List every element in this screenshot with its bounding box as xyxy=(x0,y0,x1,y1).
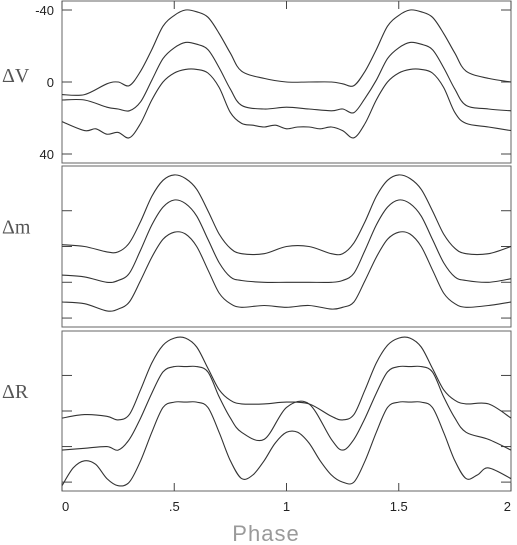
y-axis-label: Δm xyxy=(2,217,31,239)
x-axis-label: Phase xyxy=(232,521,299,545)
series-line-3 xyxy=(61,68,512,139)
panel-delta-v: -40 0 40 ΔV xyxy=(2,0,512,164)
x-tick-label: 2 xyxy=(504,499,511,514)
x-tick-label: 0 xyxy=(62,499,69,514)
y-axis-label: ΔR xyxy=(2,381,29,403)
y-tick-label: 40 xyxy=(40,147,54,162)
series-line-3 xyxy=(61,401,512,487)
panel-delta-r: ΔR xyxy=(2,330,512,492)
y-tick-label: -40 xyxy=(35,3,54,18)
y-tick-label: 0 xyxy=(47,75,54,90)
series-line-2 xyxy=(61,199,512,284)
x-tick-label: 1 xyxy=(283,499,290,514)
series-line-1 xyxy=(61,9,512,96)
series-line-2 xyxy=(61,41,512,114)
series-line-1 xyxy=(61,336,512,421)
series-line-2 xyxy=(61,365,512,451)
x-tick-label: 1.5 xyxy=(390,499,408,514)
panel-delta-m: Δm xyxy=(2,165,512,328)
panel-frame xyxy=(61,330,512,492)
x-axis: 0 .5 1 1.5 2 xyxy=(61,1,512,514)
y-axis-label: ΔV xyxy=(2,65,30,87)
x-tick-label: .5 xyxy=(169,499,180,514)
series-line-1 xyxy=(61,174,512,256)
series-line-3 xyxy=(61,231,512,312)
